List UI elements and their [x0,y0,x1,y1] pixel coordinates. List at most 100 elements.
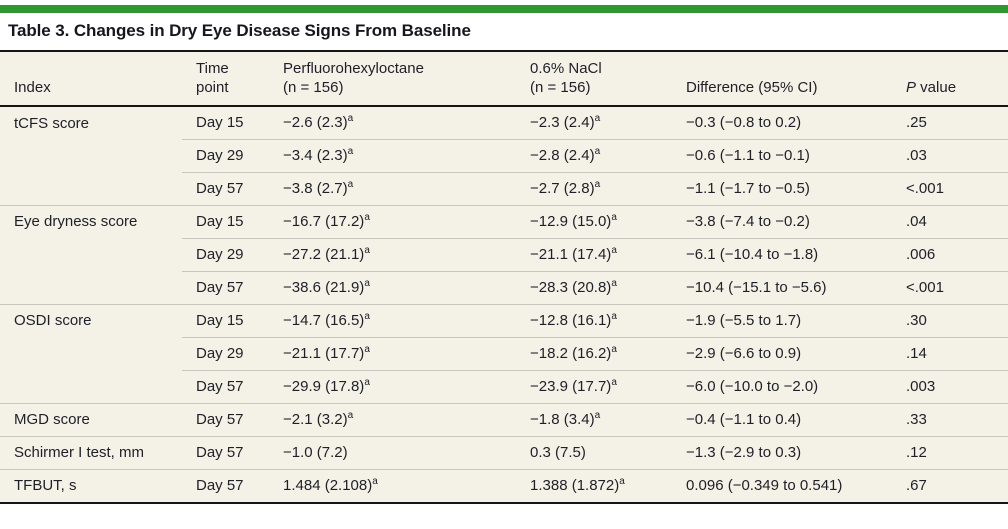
table-row: OSDI score Day 15 −14.7 (16.5)a −12.8 (1… [0,303,1008,337]
p-value-cell: .12 [892,435,1008,469]
table-row: TFBUT, s Day 57 1.484 (2.108)a 1.388 (1.… [0,468,1008,502]
nacl-cell: −18.2 (16.2)a [516,336,672,370]
pfho-cell: −16.7 (17.2)a [269,204,516,238]
index-cell: OSDI score [0,303,182,337]
index-cell: tCFS score [14,114,90,132]
header-row: Index Time point Perfluorohexyloctane (n =… [0,52,1008,107]
nacl-cell: −12.9 (15.0)a [516,204,672,238]
table-row: Day 29 −21.1 (17.7)a −18.2 (16.2)a −2.9 … [0,336,1008,370]
difference-cell: −10.4 (−15.1 to −5.6) [672,270,892,304]
time-cell: Day 57 [182,270,269,304]
footnote-marker: a [611,377,617,388]
footnote-marker: a [364,311,370,322]
pfho-cell: −2.6 (2.3)a [283,113,354,132]
p-value-cell: .67 [892,468,1008,502]
col-header-perfluorohexyloctane: Perfluorohexyloctane (n = 156) [269,52,516,107]
nacl-cell: 1.388 (1.872)a [516,468,672,502]
index-cell [0,370,182,403]
index-cell: Eye dryness score [0,204,182,238]
footnote-marker: a [364,212,370,223]
difference-cell: −0.6 (−1.1 to −0.1) [672,138,892,172]
table-row: Day 57 −3.8 (2.7)a −2.7 (2.8)a −1.1 (−1.… [0,171,1008,205]
footnote-marker: a [611,311,617,322]
table-title: Table 3. Changes in Dry Eye Disease Sign… [8,21,471,40]
dry-eye-signs-table: Index Time point Perfluorohexyloctane (n =… [0,52,1008,502]
time-cell: Day 29 [182,138,269,172]
footnote-marker: a [611,344,617,355]
difference-cell: −0.3 (−0.8 to 0.2) [686,114,802,132]
table-row: Day 29 −27.2 (21.1)a −21.1 (17.4)a −6.1 … [0,237,1008,271]
table-row: Eye dryness score Day 15 −16.7 (17.2)a −… [0,204,1008,238]
time-cell: Day 57 [182,402,269,436]
pfho-cell: −27.2 (21.1)a [269,237,516,271]
p-value-cell: .003 [892,369,1008,403]
footnote-marker: a [347,410,354,421]
footnote-marker: a [364,344,370,355]
nacl-cell: −2.3 (2.4)a [530,113,601,132]
footnote-marker: a [347,146,354,157]
difference-cell: −0.4 (−1.1 to 0.4) [672,402,892,436]
footnote-marker: a [364,278,370,289]
footnote-marker: a [594,113,601,125]
nacl-cell: −21.1 (17.4)a [516,237,672,271]
p-value-cell: .33 [892,402,1008,436]
index-cell [0,238,182,271]
difference-cell: −6.1 (−10.4 to −1.8) [672,237,892,271]
time-cell: Day 15 [182,303,269,337]
nacl-cell: −2.8 (2.4)a [516,138,672,172]
difference-cell: −6.0 (−10.0 to −2.0) [672,369,892,403]
time-cell: Day 15 [196,114,244,132]
index-cell [0,172,182,205]
difference-cell: 0.096 (−0.349 to 0.541) [672,468,892,502]
p-value-cell: .04 [892,204,1008,238]
time-cell: Day 57 [182,468,269,502]
p-value-cell: .14 [892,336,1008,370]
table-row: Schirmer I test, mm Day 57 −1.0 (7.2) 0.… [0,435,1008,469]
p-value-cell: .006 [892,237,1008,271]
index-cell [0,271,182,304]
nacl-cell: −2.7 (2.8)a [516,171,672,205]
nacl-cell: −12.8 (16.1)a [516,303,672,337]
footnote-marker: a [619,476,625,488]
index-cell [0,139,182,172]
difference-cell: −3.8 (−7.4 to −0.2) [672,204,892,238]
time-cell: Day 29 [182,237,269,271]
nacl-cell: −28.3 (20.8)a [516,270,672,304]
p-value-cell: <.001 [892,270,1008,304]
nacl-cell: −23.9 (17.7)a [516,369,672,403]
pfho-cell: 1.484 (2.108)a [269,468,516,502]
time-cell: Day 15 [182,204,269,238]
col-header-index: Index [0,52,182,107]
pfho-cell: −2.1 (3.2)a [269,402,516,436]
footnote-marker: a [611,278,617,289]
nacl-cell: −1.8 (3.4)a [516,402,672,436]
pfho-cell: −3.8 (2.7)a [269,171,516,205]
index-cell: TFBUT, s [0,468,182,502]
footnote-marker: a [364,245,370,256]
table-row: Day 57 −38.6 (21.9)a −28.3 (20.8)a −10.4… [0,270,1008,304]
footnote-marker: a [611,212,617,223]
time-cell: Day 29 [182,336,269,370]
table-frame: Index Time point Perfluorohexyloctane (n =… [0,50,1008,504]
pfho-cell: −3.4 (2.3)a [269,138,516,172]
nacl-cell: 0.3 (7.5) [516,435,672,469]
p-value-cell: .25 [906,114,927,132]
time-cell: Day 57 [182,369,269,403]
footnote-marker: a [594,179,601,190]
pfho-cell: −14.7 (16.5)a [269,303,516,337]
journal-accent-bar [0,5,1008,13]
col-header-p-value: P value [892,52,1008,107]
pfho-cell: −38.6 (21.9)a [269,270,516,304]
index-cell: MGD score [0,402,182,436]
footnote-marker: a [594,410,601,421]
difference-cell: −2.9 (−6.6 to 0.9) [672,336,892,370]
p-value-cell: .03 [892,138,1008,172]
footnote-marker: a [611,245,617,256]
index-cell: Schirmer I test, mm [0,435,182,469]
pfho-cell: −21.1 (17.7)a [269,336,516,370]
difference-cell: −1.3 (−2.9 to 0.3) [672,435,892,469]
table-row: MGD score Day 57 −2.1 (3.2)a −1.8 (3.4)a… [0,402,1008,436]
p-value-cell: <.001 [892,171,1008,205]
pfho-cell: −29.9 (17.8)a [269,369,516,403]
col-header-nacl: 0.6% NaCl (n = 156) [516,52,672,107]
